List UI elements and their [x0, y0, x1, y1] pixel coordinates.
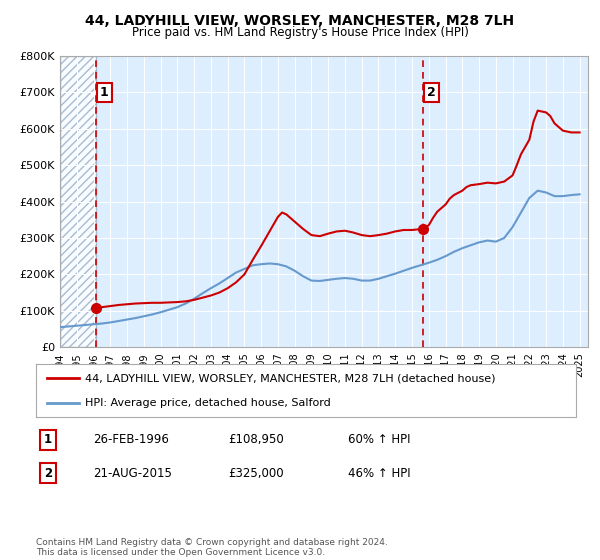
- Text: 2: 2: [427, 86, 436, 99]
- Text: 60% ↑ HPI: 60% ↑ HPI: [348, 433, 410, 446]
- Text: 44, LADYHILL VIEW, WORSLEY, MANCHESTER, M28 7LH: 44, LADYHILL VIEW, WORSLEY, MANCHESTER, …: [85, 14, 515, 28]
- Text: 21-AUG-2015: 21-AUG-2015: [93, 466, 172, 480]
- Text: 1: 1: [100, 86, 109, 99]
- Text: 44, LADYHILL VIEW, WORSLEY, MANCHESTER, M28 7LH (detached house): 44, LADYHILL VIEW, WORSLEY, MANCHESTER, …: [85, 374, 495, 384]
- Text: 26-FEB-1996: 26-FEB-1996: [93, 433, 169, 446]
- Text: 1: 1: [44, 433, 52, 446]
- Text: £325,000: £325,000: [228, 466, 284, 480]
- Text: Contains HM Land Registry data © Crown copyright and database right 2024.
This d: Contains HM Land Registry data © Crown c…: [36, 538, 388, 557]
- Bar: [60, 56, 96, 347]
- Text: 46% ↑ HPI: 46% ↑ HPI: [348, 466, 410, 480]
- Text: HPI: Average price, detached house, Salford: HPI: Average price, detached house, Salf…: [85, 398, 331, 408]
- Text: Price paid vs. HM Land Registry's House Price Index (HPI): Price paid vs. HM Land Registry's House …: [131, 26, 469, 39]
- Text: £108,950: £108,950: [228, 433, 284, 446]
- Text: 2: 2: [44, 466, 52, 480]
